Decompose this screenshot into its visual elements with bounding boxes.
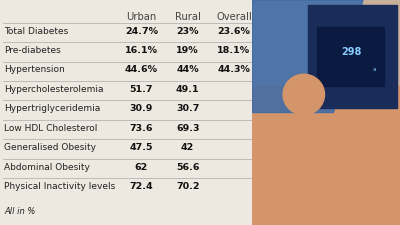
Text: Overall: Overall bbox=[216, 12, 252, 22]
Text: Total Diabetes: Total Diabetes bbox=[4, 27, 68, 36]
Bar bbox=[317, 27, 384, 86]
Text: 30.9: 30.9 bbox=[130, 104, 153, 113]
Text: Hypercholesterolemia: Hypercholesterolemia bbox=[4, 85, 104, 94]
Text: 18.1%: 18.1% bbox=[217, 46, 250, 55]
Text: 51.7: 51.7 bbox=[130, 85, 153, 94]
Text: 44.3%: 44.3% bbox=[218, 65, 250, 74]
Text: 69.3: 69.3 bbox=[176, 124, 200, 133]
Text: a: a bbox=[373, 67, 376, 72]
Text: Abdominal Obesity: Abdominal Obesity bbox=[4, 163, 90, 172]
Text: Hypertension: Hypertension bbox=[4, 65, 65, 74]
Text: 73.6: 73.6 bbox=[130, 124, 153, 133]
Text: 62: 62 bbox=[135, 163, 148, 172]
Text: 23%: 23% bbox=[176, 27, 199, 36]
Text: Physical Inactivity levels: Physical Inactivity levels bbox=[4, 182, 115, 191]
Polygon shape bbox=[252, 0, 363, 112]
Polygon shape bbox=[308, 4, 397, 108]
Text: Hypertriglyceridemia: Hypertriglyceridemia bbox=[4, 104, 100, 113]
Text: 49.1: 49.1 bbox=[176, 85, 200, 94]
Text: Rural: Rural bbox=[175, 12, 201, 22]
Text: 24.7%: 24.7% bbox=[125, 27, 158, 36]
Ellipse shape bbox=[283, 74, 324, 115]
Text: 47.5: 47.5 bbox=[130, 143, 153, 152]
Text: 44%: 44% bbox=[176, 65, 199, 74]
Text: Urban: Urban bbox=[126, 12, 156, 22]
Text: 16.1%: 16.1% bbox=[125, 46, 158, 55]
Text: 42: 42 bbox=[181, 143, 194, 152]
FancyBboxPatch shape bbox=[252, 86, 400, 225]
Text: 72.4: 72.4 bbox=[130, 182, 153, 191]
Text: 44.6%: 44.6% bbox=[125, 65, 158, 74]
Text: 70.2: 70.2 bbox=[176, 182, 200, 191]
Text: Generalised Obesity: Generalised Obesity bbox=[4, 143, 96, 152]
Text: Low HDL Cholesterol: Low HDL Cholesterol bbox=[4, 124, 98, 133]
Text: 19%: 19% bbox=[176, 46, 199, 55]
Text: 30.7: 30.7 bbox=[176, 104, 199, 113]
Text: 23.6%: 23.6% bbox=[218, 27, 250, 36]
Text: 298: 298 bbox=[341, 47, 361, 57]
Text: All in %: All in % bbox=[4, 207, 36, 216]
Text: Pre-diabetes: Pre-diabetes bbox=[4, 46, 61, 55]
Text: 56.6: 56.6 bbox=[176, 163, 200, 172]
